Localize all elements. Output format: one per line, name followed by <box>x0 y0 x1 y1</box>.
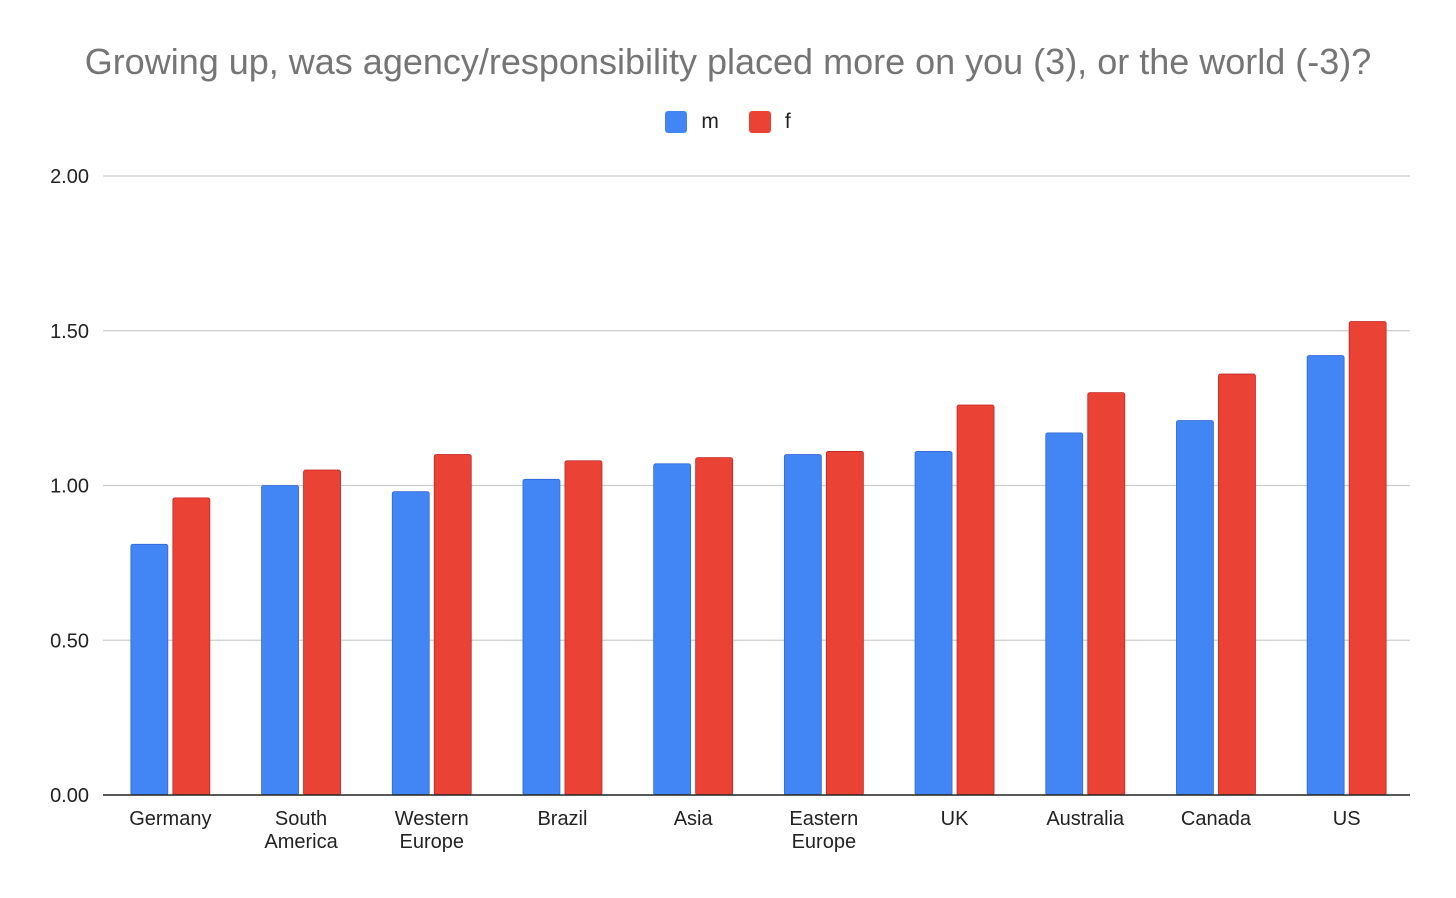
legend-swatch-m <box>665 111 688 133</box>
y-tick-label: 2.00 <box>50 166 89 188</box>
x-tick-label: Eastern Europe <box>789 808 858 853</box>
x-tick-label-line: Germany <box>129 808 211 830</box>
legend-item-m[interactable]: m <box>665 110 719 134</box>
x-tick-label-line: Brazil <box>537 808 587 830</box>
x-tick-label: Western Europe <box>395 808 469 853</box>
bar-m <box>261 485 299 796</box>
x-tick-label-line: Europe <box>400 831 465 853</box>
bar-f <box>1087 392 1126 796</box>
bar-f <box>695 457 734 796</box>
y-tick-label: 0.00 <box>50 785 89 807</box>
x-tick-label-line: Australia <box>1046 808 1125 830</box>
bar-f <box>825 451 864 796</box>
x-tick-label-line: Eastern <box>789 808 858 830</box>
bar-m <box>914 451 953 796</box>
y-tick-label: 1.00 <box>50 476 89 498</box>
x-tick-label: UK <box>941 808 969 830</box>
bar-f <box>303 469 341 796</box>
y-tick-label: 1.50 <box>50 321 89 343</box>
bar-f <box>433 454 472 796</box>
bar-f <box>956 404 995 796</box>
x-tick-label-line: UK <box>941 808 969 830</box>
x-tick-label: US <box>1333 808 1361 830</box>
bar-f <box>172 497 211 796</box>
x-tick-label: Germany <box>129 808 211 830</box>
legend-swatch-f <box>748 111 771 133</box>
x-tick-label-line: Asia <box>674 808 714 830</box>
chart-title: Growing up, was agency/responsibility pl… <box>84 41 1372 82</box>
x-tick-label: Brazil <box>537 808 587 830</box>
bar-m <box>653 463 692 796</box>
x-tick-label: South America <box>264 808 338 853</box>
bar-m <box>130 543 169 796</box>
legend-label-f: f <box>784 110 791 133</box>
legend: m f <box>0 110 1456 134</box>
x-tick-label-line: South <box>275 808 327 830</box>
legend-item-f[interactable]: f <box>748 110 791 134</box>
bar-m <box>1045 432 1084 796</box>
bar-m <box>1306 355 1345 796</box>
bar-m <box>783 454 822 796</box>
bar-m <box>522 478 561 796</box>
bar-m <box>1176 420 1214 796</box>
x-tick-label-line: Canada <box>1181 808 1252 830</box>
x-tick-label: Canada <box>1181 808 1252 830</box>
x-tick-label: Asia <box>674 808 714 830</box>
x-tick-label-line: Europe <box>792 831 857 853</box>
x-tick-label: Australia <box>1046 808 1125 830</box>
x-tick-label-line: US <box>1333 808 1361 830</box>
bar-f <box>564 460 603 796</box>
bar-m <box>391 491 430 796</box>
legend-label-m: m <box>701 110 719 133</box>
x-tick-label-line: Western <box>395 808 469 830</box>
x-tick-label-line: America <box>264 831 338 853</box>
bar-f <box>1348 321 1387 796</box>
bar-f <box>1218 373 1256 796</box>
y-tick-label: 0.50 <box>50 630 89 652</box>
